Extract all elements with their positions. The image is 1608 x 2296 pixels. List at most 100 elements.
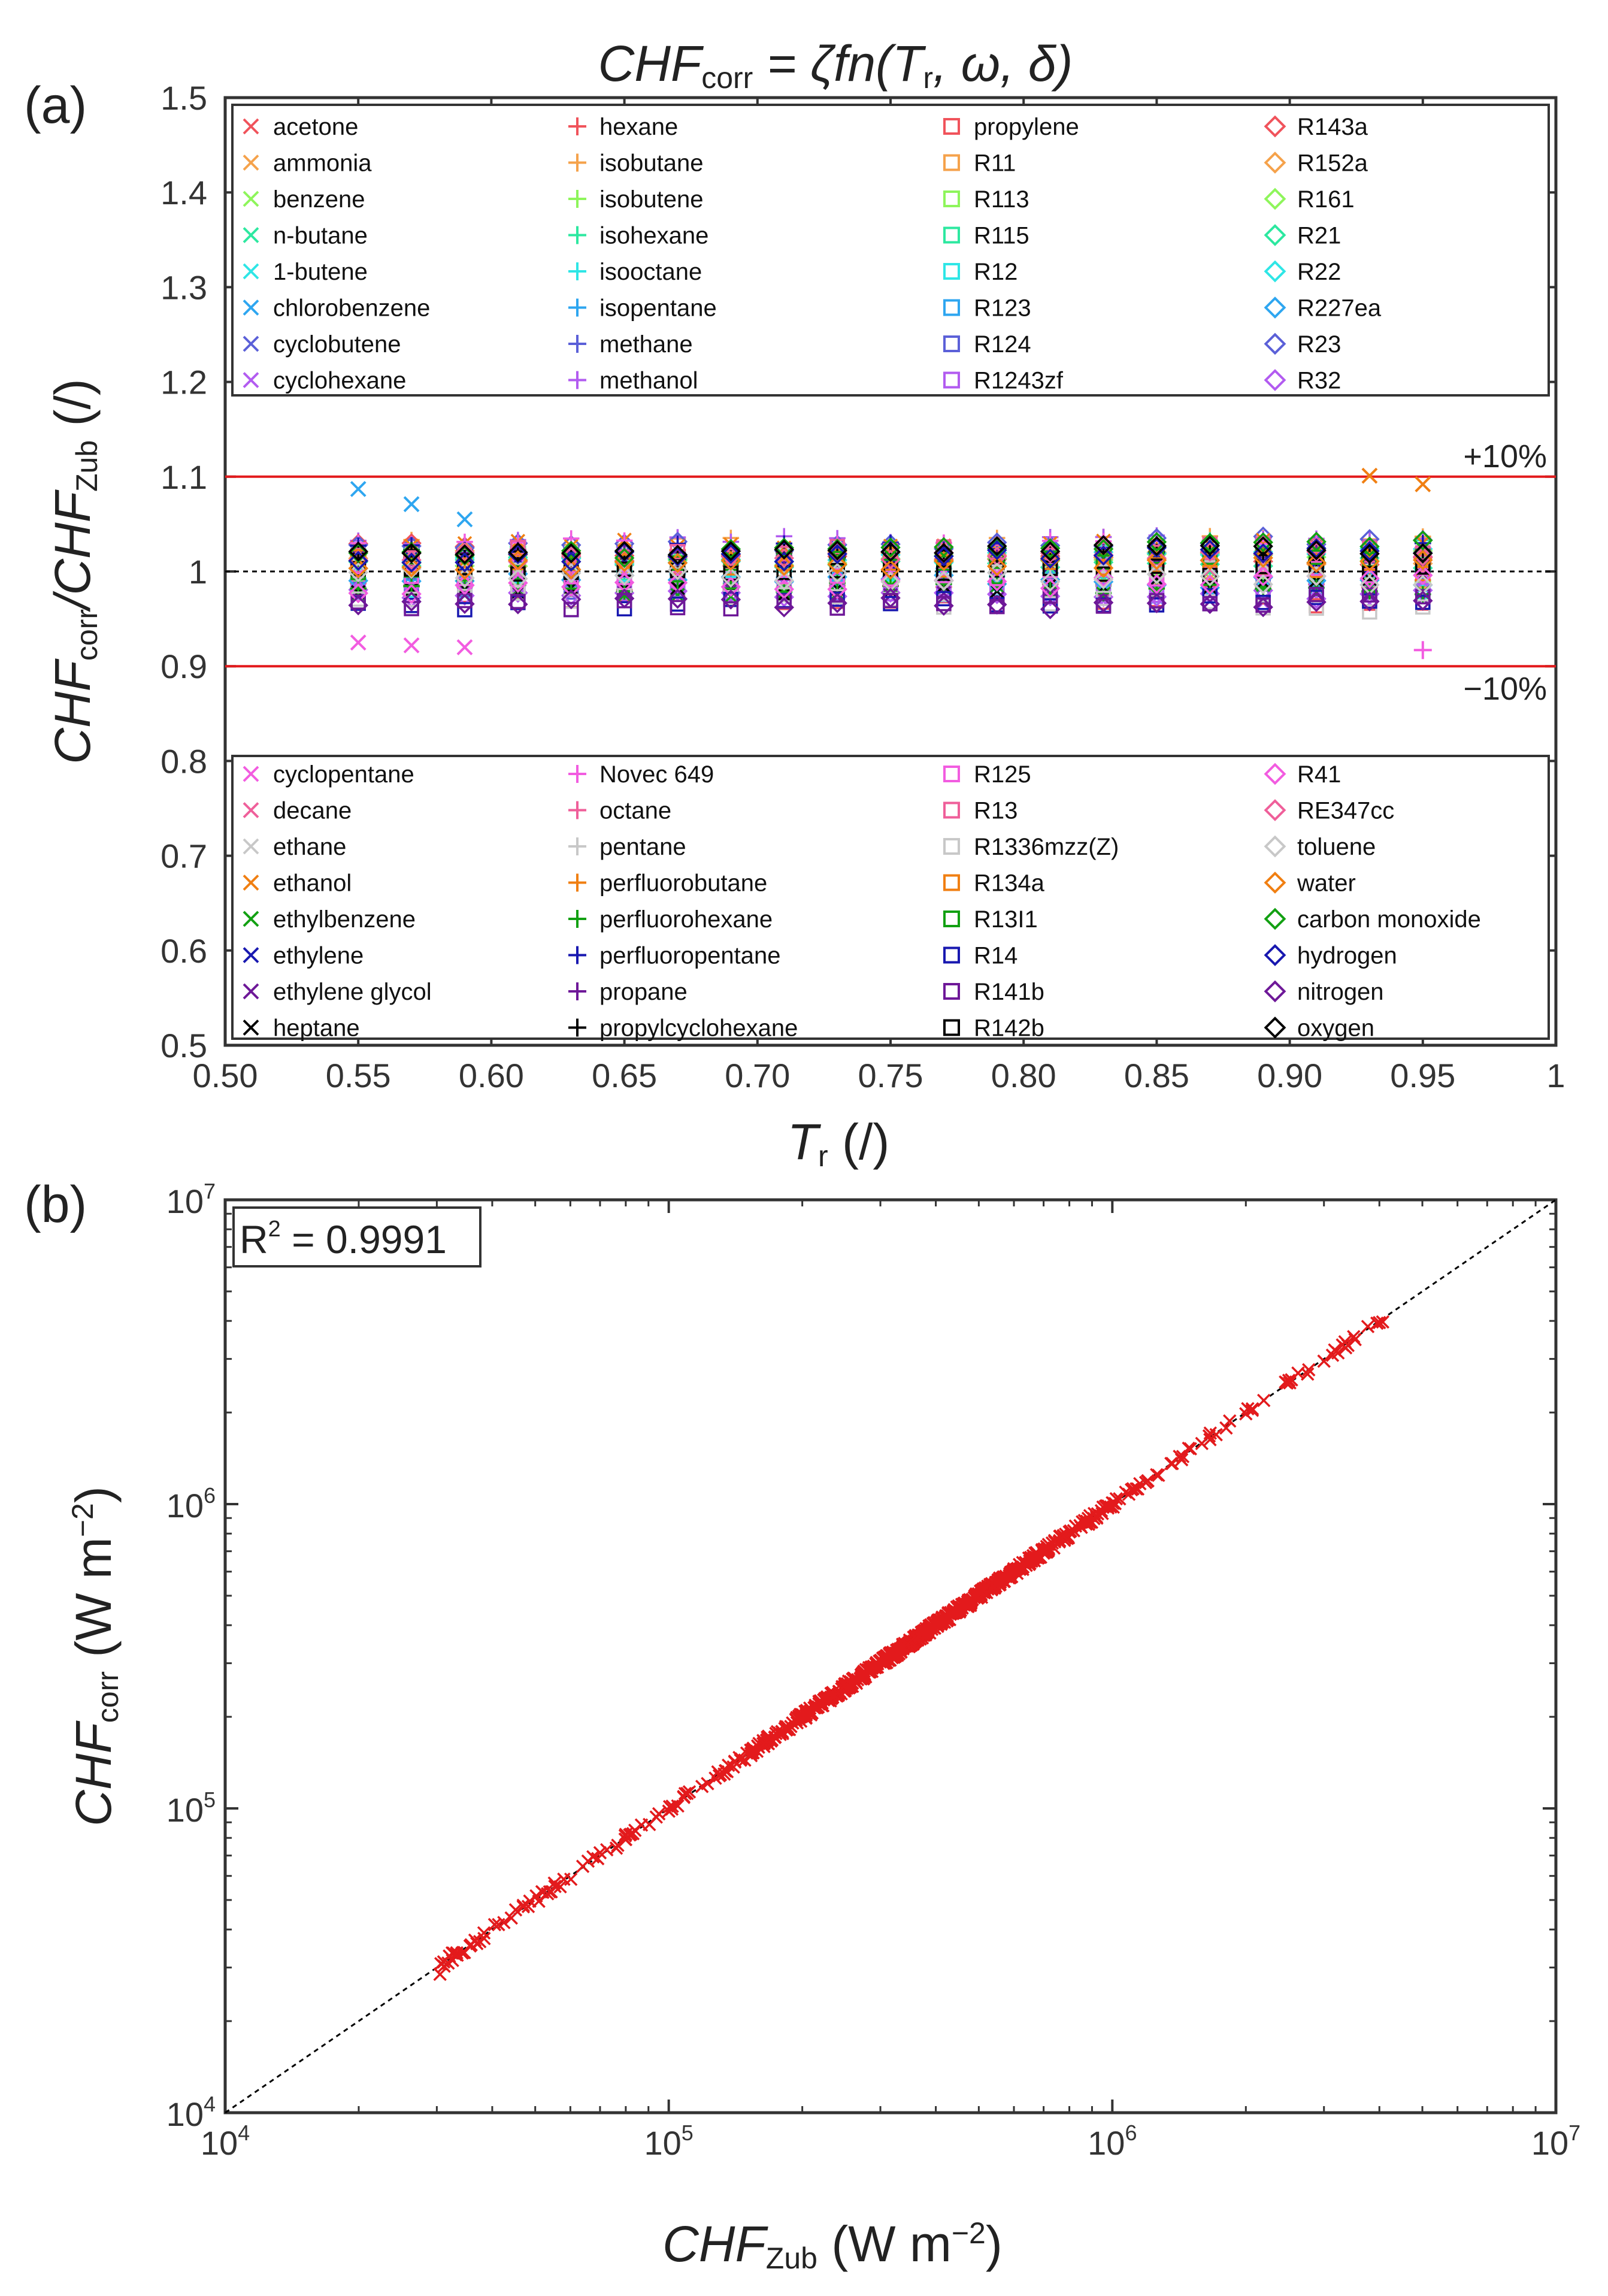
legend-marker: [568, 837, 586, 855]
data-point-water: [827, 554, 847, 574]
data-point-re347cc: [880, 549, 901, 570]
ylabel-a-s2: Zub: [70, 440, 104, 492]
data-point-carbon-monoxide: [1413, 530, 1433, 550]
legend-marker: [568, 298, 586, 317]
data-point-r14: [616, 601, 632, 617]
legend-entry-ethane: ethane: [243, 834, 346, 860]
data-point-hydrogen: [1200, 539, 1221, 560]
data-point-r41: [720, 576, 741, 597]
legend-marker: [568, 982, 586, 1000]
data-point-carbon-monoxide: [1359, 536, 1380, 557]
data-point: [1124, 1483, 1138, 1497]
legend-marker: [243, 1020, 259, 1036]
data-point: [1068, 1519, 1083, 1533]
data-point: [957, 1598, 971, 1612]
data-point-r41: [1413, 565, 1433, 586]
data-point-r14: [829, 591, 845, 607]
legend-entry-r142b: R142b: [943, 1015, 1044, 1042]
data-point: [586, 1850, 600, 1864]
data-point-oxygen: [1040, 541, 1061, 562]
legend-label: hydrogen: [1297, 943, 1397, 969]
data-point-oxygen: [614, 541, 635, 561]
data-point: [812, 1697, 826, 1711]
legend-label: perfluoropentane: [599, 943, 780, 969]
title-rest: = ζfn(T: [753, 35, 926, 92]
legend-marker: [243, 910, 259, 927]
x-tick-label: 0.70: [725, 1057, 790, 1094]
legend-marker: [1264, 115, 1286, 138]
data-point-oxygen: [455, 544, 475, 565]
legend-entry-r23: R23: [1264, 331, 1341, 358]
data-point-carbon-monoxide: [720, 539, 741, 559]
data-point: [1280, 1376, 1294, 1390]
legend-entry-r113: R113: [943, 186, 1029, 213]
data-point-r41: [1253, 566, 1273, 586]
panel-a-data-points: [348, 467, 1433, 660]
legend-label: chlorobenzene: [273, 295, 430, 322]
legend-label: oxygen: [1297, 1015, 1374, 1042]
data-point-toluene: [348, 562, 368, 583]
data-point: [876, 1651, 890, 1665]
data-point-oxygen: [1306, 540, 1327, 561]
x-tick-label: 105: [644, 2120, 694, 2162]
title-rest2: , ω, δ): [933, 35, 1073, 92]
data-point: [1361, 1320, 1375, 1333]
legend-entry-r123: R123: [943, 295, 1031, 322]
legend-label: cyclopentane: [273, 761, 414, 788]
data-point-r14: [1202, 588, 1218, 604]
legend-marker: [243, 802, 259, 818]
legend-entry-r143a: R143a: [1264, 114, 1368, 140]
legend-entry-r22: R22: [1264, 259, 1341, 285]
data-point-r14: [723, 591, 739, 607]
legend-label: carbon monoxide: [1297, 906, 1481, 933]
data-point: [1152, 1468, 1165, 1483]
data-point: [987, 1580, 1001, 1594]
y-tick-label: 1: [189, 553, 207, 591]
data-point: [1090, 1511, 1104, 1525]
data-point: [713, 1768, 728, 1781]
data-point-carbon-monoxide: [1040, 538, 1061, 559]
data-point: [523, 1894, 537, 1908]
legend-marker: [1264, 980, 1286, 1003]
legend-entry-heptane: heptane: [243, 1015, 360, 1042]
data-point-r142b: [723, 565, 739, 581]
y-tick-label: 106: [166, 1483, 216, 1524]
data-point: [1141, 1474, 1155, 1488]
legend-entry-perfluorobutane: perfluorobutane: [568, 870, 767, 897]
data-point-oxygen: [1200, 536, 1221, 556]
data-point: [1033, 1550, 1047, 1564]
data-point-r41: [1146, 574, 1167, 595]
legend-entry-benzene: benzene: [243, 186, 365, 213]
xlabel-b-rest: (W m: [817, 2216, 952, 2272]
legend-label: RE347cc: [1297, 798, 1394, 824]
legend-label: R14: [974, 943, 1018, 969]
data-point: [784, 1719, 798, 1734]
y-tick-label: 107: [166, 1179, 216, 1220]
data-point-oxygen: [561, 543, 582, 564]
data-point-hydrogen: [720, 543, 741, 564]
legend-marker: [243, 947, 259, 963]
data-point-nitrogen: [1200, 594, 1221, 615]
data-point-r41: [1200, 574, 1221, 595]
xlabel-a-rest: (/): [828, 1114, 890, 1170]
data-point-r141b: [1415, 589, 1431, 604]
legend-entry-toluene: toluene: [1264, 834, 1376, 860]
data-point-toluene: [1146, 564, 1167, 585]
legend-entry-propane: propane: [568, 979, 688, 1005]
legend-marker: [243, 227, 259, 243]
legend-bottom: cyclopentane decane ethane ethanol ethylbenz…: [243, 761, 1481, 1042]
legend-entry-ethylbenzene: ethylbenzene: [243, 906, 416, 933]
legend-label: n-butane: [273, 223, 368, 249]
y-tick-label: 1.1: [161, 458, 207, 496]
data-point: [516, 1898, 531, 1913]
data-point-r41: [401, 583, 422, 604]
legend-marker: [1264, 224, 1286, 246]
data-point-water: [614, 552, 635, 572]
data-point-oxygen: [508, 542, 528, 562]
xlabel-a-main: T: [788, 1114, 822, 1170]
data-point-oxygen: [827, 540, 847, 561]
ylabel-b-sub: corr: [91, 1671, 125, 1723]
legend-marker: [243, 118, 259, 135]
data-point-water: [1200, 550, 1221, 571]
legend-marker: [1264, 835, 1286, 858]
